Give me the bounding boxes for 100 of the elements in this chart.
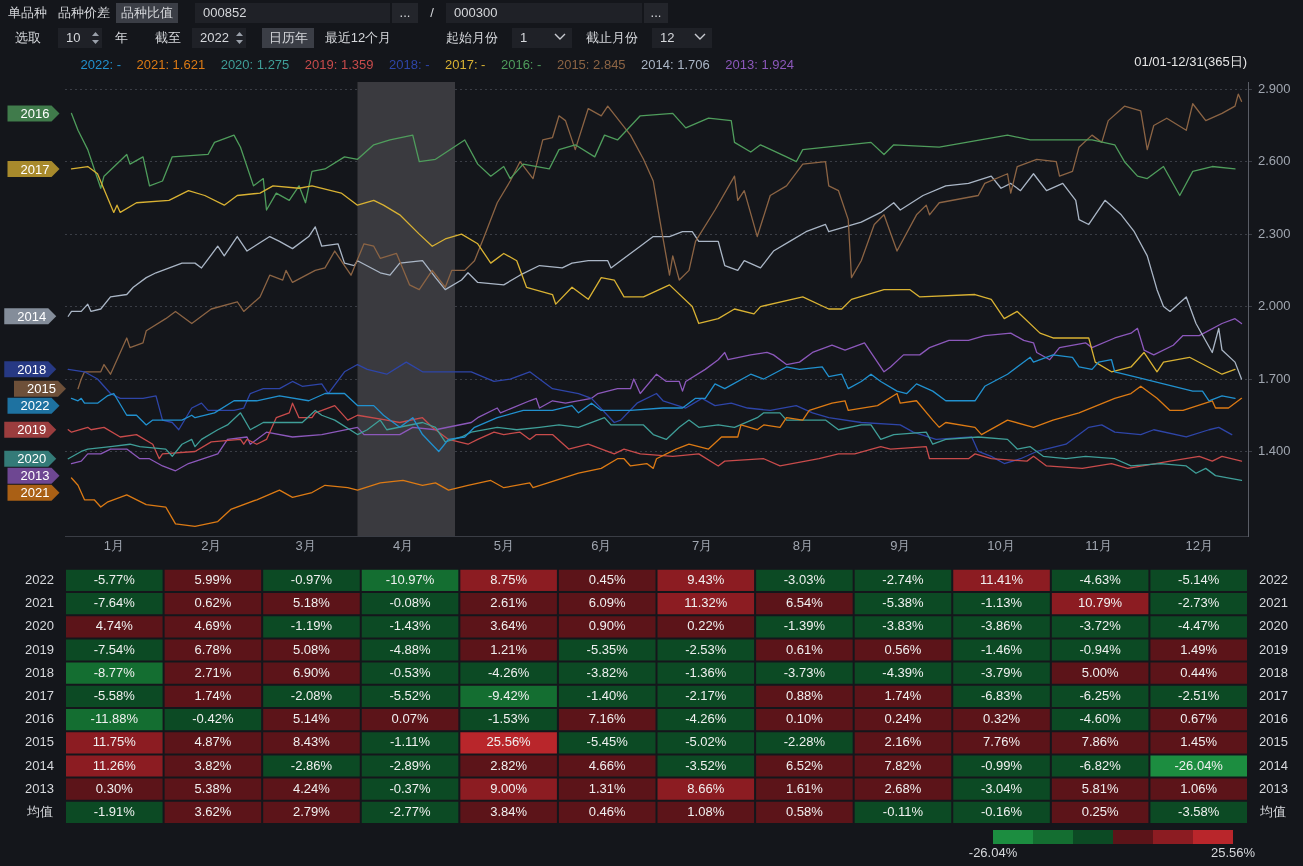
data-label: -4.26% <box>488 664 530 680</box>
data-label: 1.08% <box>687 803 725 819</box>
text: 01/01-12/31(365日) <box>1134 53 1247 71</box>
data-label: 2.79% <box>293 803 331 819</box>
data-label: 2.71% <box>194 664 232 680</box>
y-tick-label: 1.400 <box>1258 443 1291 459</box>
data-label: 4.74% <box>95 618 134 634</box>
y-tick-label: 2020 <box>25 618 54 634</box>
data-label: -5.14% <box>1178 571 1220 587</box>
data-label: 5.18% <box>293 595 331 611</box>
data-label: -0.53% <box>389 664 432 680</box>
text: 2022 <box>192 28 246 48</box>
data-label: 0.44% <box>1180 664 1218 680</box>
text: 1 <box>512 28 572 48</box>
text: 12 <box>652 28 712 48</box>
text: 选取 <box>14 29 42 47</box>
data-label: 10.79% <box>1078 595 1123 611</box>
x-tick-label: 6月 <box>591 538 612 554</box>
data-label: 2.68% <box>884 780 922 796</box>
text: 2013: 1.924 <box>725 57 794 73</box>
data-label: 0.10% <box>785 711 824 727</box>
x-tick-label: 10月 <box>987 538 1015 554</box>
data-label: 1.74% <box>194 687 232 703</box>
data-label: 0.45% <box>588 571 627 587</box>
x-tick-label: 7月 <box>691 538 713 554</box>
data-label: -5.02% <box>685 734 727 750</box>
data-label: -2.53% <box>685 641 727 657</box>
data-label: 7.86% <box>1081 734 1119 750</box>
data-label: 25.56% <box>486 734 532 750</box>
y-tick-label: 2016 <box>25 711 54 727</box>
data-label: -1.40% <box>586 687 629 703</box>
data-label: 0.24% <box>884 711 922 727</box>
data-label: 0.46% <box>588 803 627 819</box>
data-label: 6.54% <box>785 595 824 611</box>
x-tick-label: 2月 <box>201 538 222 554</box>
x-tick-label: 9月 <box>890 538 911 554</box>
data-label: 7.82% <box>884 757 922 773</box>
data-label: 9.43% <box>687 571 725 587</box>
data-label: 0.22% <box>687 618 725 634</box>
data-label: -4.63% <box>1079 571 1122 587</box>
data-label: -2.86% <box>290 757 333 773</box>
x-tick-label: 8月 <box>792 538 813 554</box>
x-tick-label: 11月 <box>1085 538 1112 554</box>
data-label: 4.69% <box>194 618 232 634</box>
data-label: 0.07% <box>391 711 429 727</box>
data-label: -7.54% <box>93 641 136 657</box>
data-label: -0.97% <box>290 571 333 587</box>
text: 2015: 2.845 <box>556 57 626 73</box>
y-tick-label: 2.300 <box>1258 225 1291 241</box>
y-tick-label: 2022 <box>25 571 54 587</box>
data-label: 0.61% <box>785 641 824 657</box>
text: / <box>429 4 435 22</box>
y-tick-label: 均值 <box>25 803 53 819</box>
data-label: -5.35% <box>586 641 629 657</box>
data-label: -3.04% <box>980 780 1023 796</box>
data-label: -1.36% <box>685 664 727 680</box>
data-label: -1.53% <box>488 711 530 727</box>
data-label: 3.62% <box>194 803 232 819</box>
text: 2020: 1.275 <box>220 57 290 73</box>
data-label: -2.17% <box>685 687 727 703</box>
x-tick-label: 5月 <box>493 538 514 554</box>
data-label: 1.31% <box>588 780 627 796</box>
data-label: 5.08% <box>293 641 331 657</box>
data-label: 2.61% <box>490 595 528 611</box>
data-label: 9.00% <box>490 780 528 796</box>
data-label: -10.97% <box>385 571 435 587</box>
data-label: 0.90% <box>588 618 627 634</box>
data-label: -0.37% <box>389 780 432 796</box>
y-tick-label: 2.600 <box>1258 153 1291 169</box>
data-label: 1.74% <box>884 687 922 703</box>
data-label: -2.28% <box>783 734 826 750</box>
data-label: 0.88% <box>785 687 824 703</box>
data-label: 4.66% <box>588 757 627 773</box>
y-tick-label: 1.700 <box>1258 370 1291 386</box>
text: ... <box>392 3 418 23</box>
data-label: -3.73% <box>783 664 826 680</box>
data-label: -3.58% <box>1178 803 1220 819</box>
x-tick-label: 4月 <box>392 538 414 554</box>
y-tick-label: 2.900 <box>1258 80 1291 96</box>
data-label: -1.13% <box>980 595 1023 611</box>
data-label: -0.94% <box>1079 641 1122 657</box>
data-label: -9.42% <box>488 687 530 703</box>
data-label: 4.24% <box>293 780 331 796</box>
data-label: 0.30% <box>95 780 134 796</box>
data-label: -0.99% <box>980 757 1023 773</box>
y-tick-label: 2014 <box>25 757 54 773</box>
text: 截至 <box>154 29 182 47</box>
text: 000852 <box>195 3 390 23</box>
data-label: -1.11% <box>389 734 431 750</box>
text: 单品种 <box>6 4 48 22</box>
data-label: 7.76% <box>983 734 1021 750</box>
data-label: 0.67% <box>1180 711 1218 727</box>
text: 2018: - <box>389 57 430 73</box>
text: 2022: - <box>80 57 121 73</box>
data-label: -2.08% <box>290 687 333 703</box>
data-label: 5.14% <box>293 711 331 727</box>
data-label: -4.26% <box>685 711 727 727</box>
data-label: 11.41% <box>979 571 1024 587</box>
data-label: 8.66% <box>687 780 725 796</box>
data-label: -3.79% <box>980 664 1023 680</box>
